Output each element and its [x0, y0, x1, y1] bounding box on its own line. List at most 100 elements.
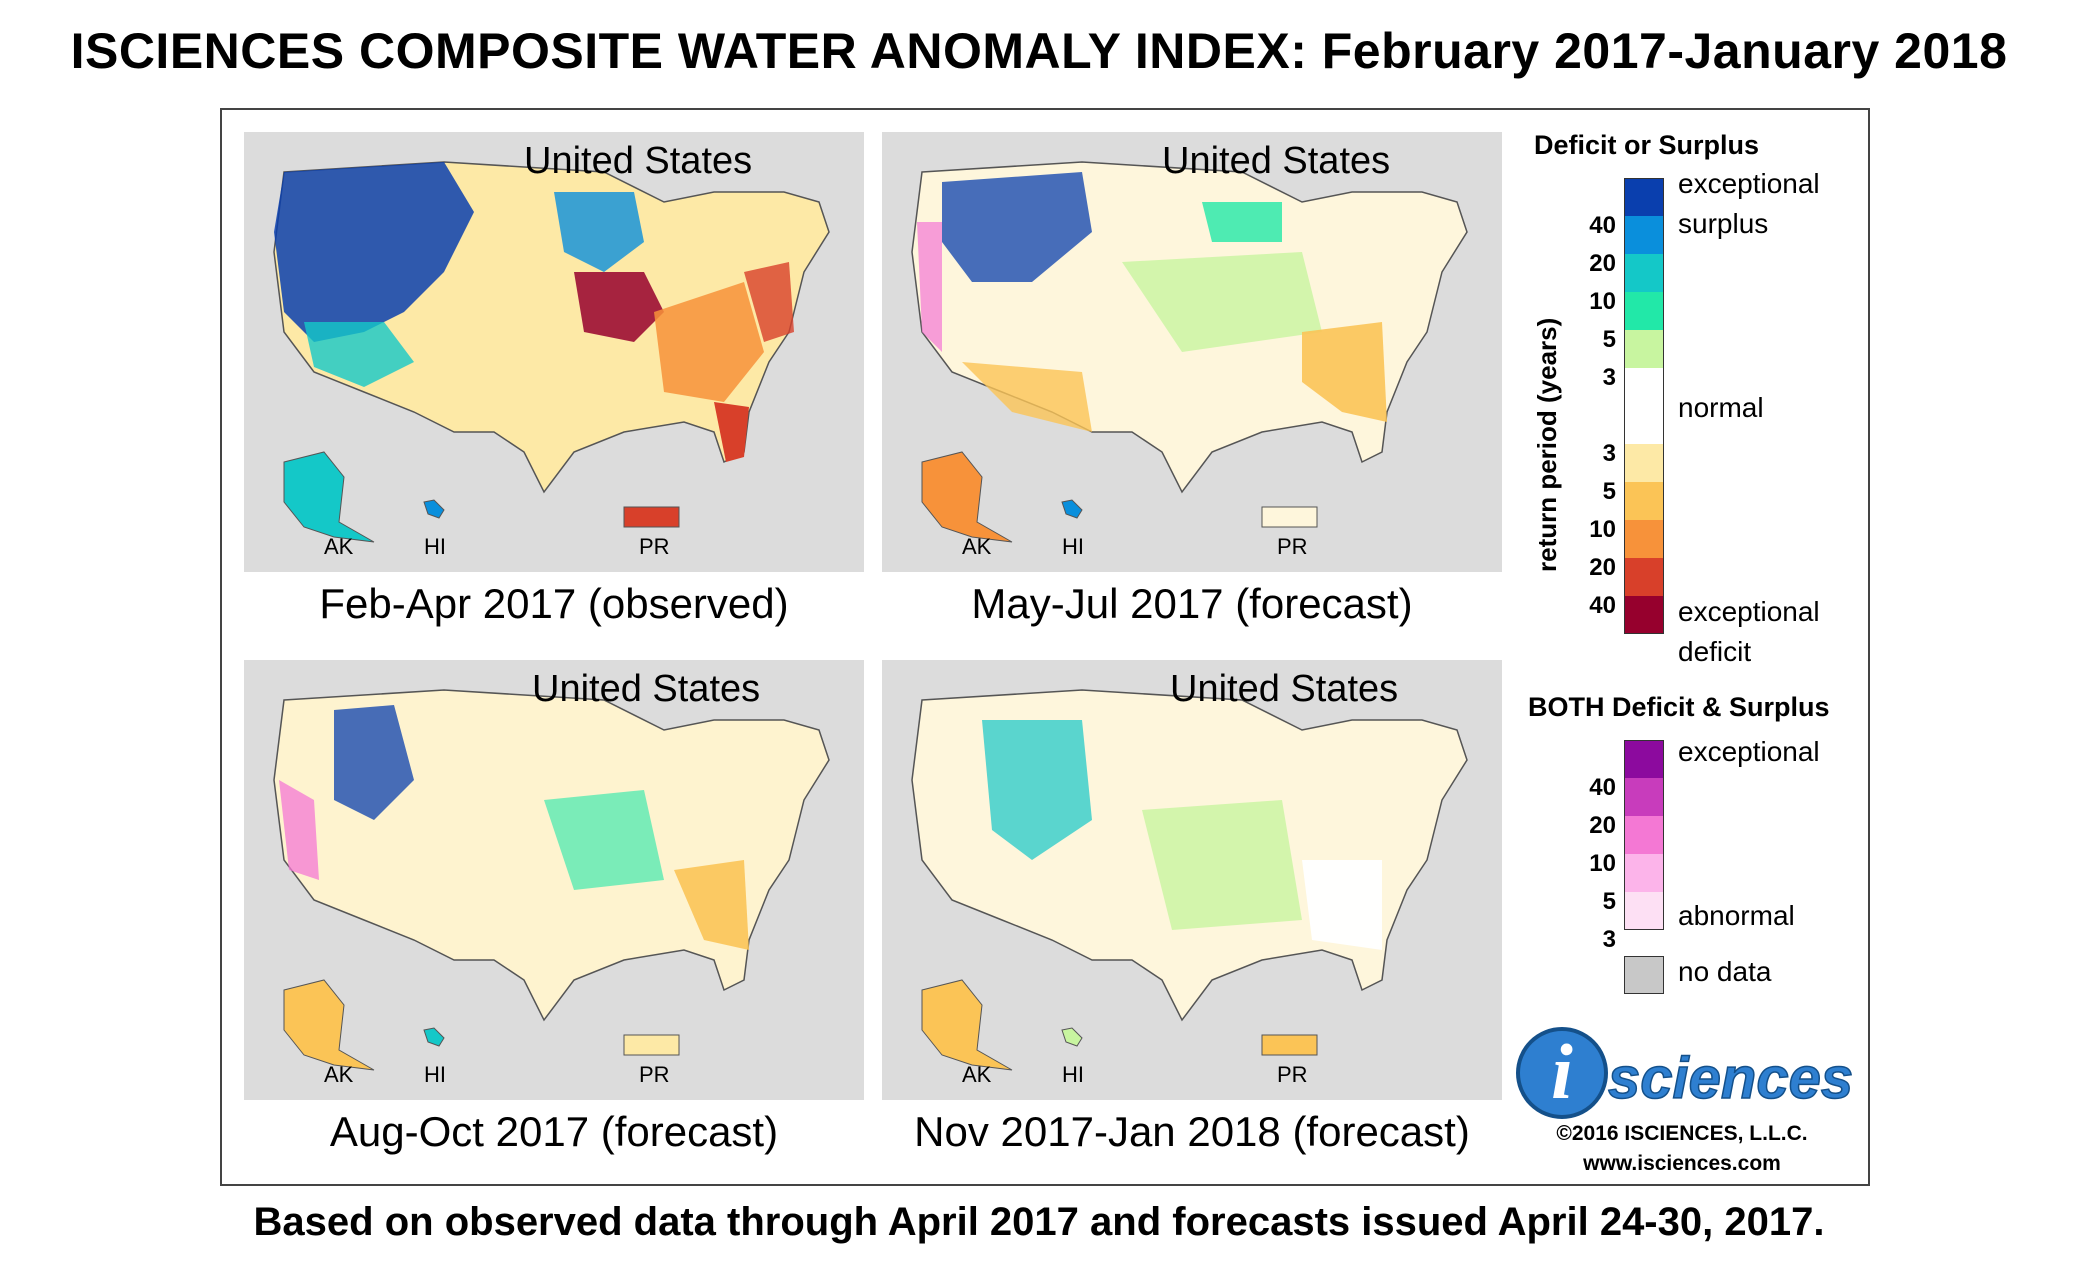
map-panel-nov-2017-jan-2018: United States AK HI PR: [882, 660, 1502, 1100]
label-exceptional-surplus-line2: surplus: [1678, 208, 1769, 239]
map-panel-feb-apr-2017: United States AK HI PR: [244, 132, 864, 572]
puerto-rico-shape: [623, 1034, 680, 1056]
tick-deficit-20: 20: [1589, 554, 1616, 581]
legend-axis-label: return period (years): [1532, 317, 1562, 572]
tick-both-10: 10: [1589, 850, 1616, 877]
tick-both-5: 5: [1602, 888, 1616, 915]
alaska-label: AK: [324, 1062, 354, 1087]
tick-surplus-5: 5: [1602, 326, 1616, 353]
us-map-nov-2017-jan-2018: [911, 689, 1468, 1071]
logo-letter: i: [1551, 1028, 1573, 1115]
southeast-deficit: [1302, 322, 1387, 422]
swatch-surplus-5: [1624, 292, 1664, 330]
swatch-both-20: [1624, 778, 1664, 816]
swatch-deficit-3: [1624, 444, 1664, 482]
tick-deficit-3: 3: [1602, 440, 1616, 467]
hawaii-label: HI: [1062, 1062, 1084, 1087]
southeast-deficit: [674, 860, 749, 950]
puerto-rico-label: PR: [1277, 1062, 1308, 1087]
central-surplus-green: [1122, 252, 1322, 352]
puerto-rico-label: PR: [639, 534, 670, 559]
label-exceptional-deficit-line2: deficit: [1678, 636, 1752, 667]
hawaii-shape: [423, 499, 445, 519]
california-mixed: [279, 780, 319, 880]
west-surplus-teal: [304, 322, 414, 387]
swatch-surplus-3: [1624, 330, 1664, 368]
northwest-surplus: [334, 705, 414, 820]
page-title: ISCIENCES COMPOSITE WATER ANOMALY INDEX:…: [70, 23, 2008, 79]
tick-deficit-5: 5: [1602, 478, 1616, 505]
midwest-deficit: [574, 272, 664, 342]
hawaii-label: HI: [424, 534, 446, 559]
label-exceptional-surplus-line1: exceptional: [1678, 168, 1820, 199]
puerto-rico-shape: [1261, 1034, 1318, 1056]
west-coast-mixed: [917, 222, 942, 352]
southeast-normal: [1302, 860, 1382, 950]
central-teal: [544, 790, 664, 890]
tick-both-3: 3: [1602, 926, 1616, 953]
conus-shape: [273, 689, 830, 1022]
florida-deficit: [714, 402, 749, 462]
hawaii-shape: [1061, 499, 1083, 519]
label-both-exceptional: exceptional: [1678, 736, 1820, 767]
alaska-label: AK: [324, 534, 354, 559]
swatch-surplus-40: [1624, 178, 1664, 216]
swatch-deficit-40: [1624, 596, 1664, 634]
swatch-deficit-20: [1624, 558, 1664, 596]
swatch-surplus-10: [1624, 254, 1664, 292]
great-lakes-surplus: [554, 192, 644, 272]
region-label: United States: [1162, 140, 1391, 182]
label-no-data: no data: [1678, 956, 1772, 987]
caption-may-jul-2017: May-Jul 2017 (forecast): [971, 580, 1413, 627]
alaska-shape: [921, 451, 1013, 543]
puerto-rico-shape: [623, 506, 680, 528]
puerto-rico-label: PR: [639, 1062, 670, 1087]
us-map-may-jul-2017: [911, 161, 1468, 543]
hawaii-label: HI: [424, 1062, 446, 1087]
swatch-surplus-20: [1624, 216, 1664, 254]
both-scale-border: [1624, 740, 1664, 930]
caption-feb-apr-2017: Feb-Apr 2017 (observed): [319, 580, 789, 627]
isciences-logo: i sciences: [1516, 1027, 1852, 1119]
us-map-aug-oct-2017: [273, 689, 830, 1071]
website-text: www.isciences.com: [1583, 1152, 1781, 1175]
great-lakes-teal: [1202, 202, 1282, 242]
map-panel-may-jul-2017: United States AK HI PR: [882, 132, 1502, 572]
swatch-no-data: [1624, 956, 1664, 994]
region-label: United States: [524, 140, 753, 182]
tick-surplus-20: 20: [1589, 250, 1616, 277]
tick-deficit-10: 10: [1589, 516, 1616, 543]
swatch-deficit-10: [1624, 520, 1664, 558]
caption-nov-2017-jan-2018: Nov 2017-Jan 2018 (forecast): [914, 1108, 1470, 1155]
rockies-surplus: [982, 720, 1092, 860]
alaska-shape: [283, 979, 375, 1071]
southeast-deficit: [654, 282, 764, 402]
alaska-shape: [283, 451, 375, 543]
region-label: United States: [532, 668, 761, 710]
tick-both-40: 40: [1589, 774, 1616, 801]
swatch-both-5: [1624, 854, 1664, 892]
puerto-rico-shape: [1261, 506, 1318, 528]
figure-frame: United States AK HI PR Feb-Apr 2017 (obs…: [220, 108, 1870, 1186]
legend-heading-both: BOTH Deficit & Surplus: [1528, 692, 1830, 722]
tick-both-20: 20: [1589, 812, 1616, 839]
swatch-deficit-5: [1624, 482, 1664, 520]
us-map-feb-apr-2017: [273, 161, 830, 543]
swatch-both-40: [1624, 740, 1664, 778]
map-panel-aug-oct-2017: United States AK HI PR: [244, 660, 864, 1100]
tick-surplus-40: 40: [1589, 212, 1616, 239]
swatch-normal: [1624, 368, 1664, 444]
tick-deficit-40: 40: [1589, 592, 1616, 619]
east-coast-deficit: [744, 262, 794, 342]
hawaii-shape: [423, 1027, 445, 1047]
hawaii-label: HI: [1062, 534, 1084, 559]
copyright-text: ©2016 ISCIENCES, L.L.C.: [1556, 1122, 1808, 1145]
label-normal: normal: [1678, 392, 1764, 423]
alaska-shape: [921, 979, 1013, 1071]
label-both-abnormal: abnormal: [1678, 900, 1795, 931]
alaska-label: AK: [962, 534, 992, 559]
alaska-label: AK: [962, 1062, 992, 1087]
pacific-northwest-surplus: [274, 162, 474, 342]
footer-note: Based on observed data through April 201…: [253, 1200, 1825, 1244]
logo-word: sciences: [1608, 1046, 1852, 1111]
